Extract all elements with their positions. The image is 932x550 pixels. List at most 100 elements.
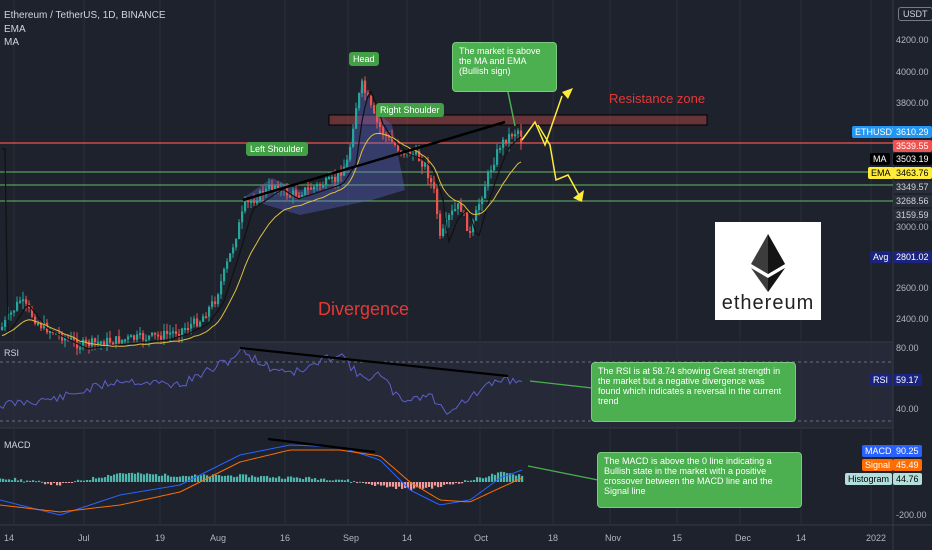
right-shoulder-label[interactable]: Right Shoulder — [376, 103, 444, 117]
histogram-bar — [446, 482, 449, 485]
candle — [481, 198, 484, 205]
time-axis-label: 14 — [4, 533, 15, 543]
histogram-bar — [272, 477, 275, 482]
candle — [322, 185, 325, 188]
histogram-bar — [455, 482, 458, 484]
resistance-zone-box[interactable] — [328, 114, 708, 126]
histogram-bar — [140, 473, 143, 482]
candle — [436, 188, 439, 214]
market-note[interactable]: The market is above the MA and EMA (Bull… — [452, 42, 557, 92]
candle — [475, 209, 478, 221]
candle — [19, 300, 22, 303]
histogram-bar — [503, 472, 506, 482]
candle — [310, 187, 313, 190]
candle — [466, 212, 469, 231]
histogram-bar — [464, 480, 467, 482]
histogram-bar — [203, 474, 206, 482]
histogram-bar — [512, 474, 515, 482]
currency-button[interactable]: USDT — [898, 7, 932, 21]
histogram-bar — [320, 478, 323, 482]
histogram-bar — [443, 482, 446, 485]
candle — [325, 178, 328, 186]
candle — [451, 210, 454, 215]
rsi-note[interactable]: The RSI is at 58.74 showing Great streng… — [591, 362, 796, 422]
histogram-bar — [218, 474, 221, 482]
candle — [397, 144, 400, 151]
histogram-bar — [497, 472, 500, 482]
candle — [235, 239, 238, 248]
histogram-bar — [509, 473, 512, 482]
histogram-bar — [200, 475, 203, 482]
macd-line — [0, 444, 523, 516]
histogram-bar — [26, 480, 29, 482]
candle — [73, 337, 76, 340]
histogram-bar — [149, 473, 152, 482]
histogram-bar — [14, 477, 17, 482]
histogram-bar — [518, 474, 521, 482]
candle — [229, 253, 232, 262]
price-axis-label: 4000.00 — [896, 67, 929, 77]
ema-indicator-label[interactable]: EMA — [4, 24, 26, 35]
time-axis-label: Sep — [343, 533, 360, 543]
candle — [301, 194, 304, 197]
candle — [112, 342, 115, 345]
candle — [187, 328, 190, 331]
rsi-axis-top: 80.00 — [896, 343, 919, 353]
histogram-bar — [293, 477, 296, 482]
histogram-bar — [53, 482, 56, 483]
histogram-bar — [317, 479, 320, 482]
candle — [331, 176, 334, 179]
histogram-bar — [389, 482, 392, 487]
histogram-bar — [521, 475, 524, 482]
signal-tag-value: 45.49 — [893, 459, 922, 471]
histogram-bar — [392, 482, 395, 487]
histogram-bar — [431, 482, 434, 489]
histogram-bar — [263, 476, 266, 482]
histogram-bar — [242, 474, 245, 482]
candle — [166, 331, 169, 334]
candle — [250, 200, 253, 203]
histogram-bar — [257, 477, 260, 482]
histogram-bar — [506, 473, 509, 482]
histogram-bar — [413, 482, 416, 489]
rsi-pane-label[interactable]: RSI — [4, 348, 20, 358]
histogram-bar — [110, 475, 113, 482]
histogram-bar — [71, 482, 74, 483]
ethereum-diamond-icon — [751, 234, 785, 292]
histogram-bar — [410, 482, 413, 491]
candle — [298, 195, 301, 198]
candle — [334, 176, 337, 182]
time-axis-label: 2022 — [866, 533, 887, 543]
histogram-tag-value: 44.76 — [893, 473, 922, 485]
candle — [193, 318, 196, 324]
histogram-bar — [365, 482, 368, 484]
histogram-bar — [8, 479, 11, 482]
histogram-bar — [32, 480, 35, 482]
avg-tag-label: Avg — [870, 251, 892, 263]
histogram-bar — [29, 480, 32, 482]
macd-note[interactable]: The MACD is above the 0 line indicating … — [597, 452, 802, 508]
histogram-bar — [158, 476, 161, 482]
histogram-bar — [74, 481, 77, 483]
histogram-bar — [233, 477, 236, 482]
candle — [34, 316, 37, 324]
candle — [190, 323, 193, 329]
bearish-arrowhead — [573, 190, 584, 202]
candle — [367, 92, 370, 96]
ma-indicator-label[interactable]: MA — [4, 37, 19, 48]
histogram-bar — [332, 480, 335, 482]
macd-pane-label[interactable]: MACD — [4, 440, 31, 450]
resistance-zone-label: Resistance zone — [609, 91, 706, 106]
symbol-title[interactable]: Ethereum / TetherUS, 1D, BINANCE — [4, 10, 166, 21]
head-label[interactable]: Head — [349, 52, 379, 66]
left-shoulder-label[interactable]: Left Shoulder — [246, 142, 308, 156]
histogram-bar — [173, 476, 176, 482]
histogram-bar — [155, 474, 158, 482]
histogram-bar — [290, 476, 293, 482]
candle — [316, 184, 319, 187]
price-axis-label: 2400.00 — [896, 314, 929, 324]
histogram-bar — [182, 475, 185, 482]
candle — [94, 338, 97, 343]
histogram-bar — [479, 477, 482, 482]
time-axis-label: 15 — [672, 533, 683, 543]
